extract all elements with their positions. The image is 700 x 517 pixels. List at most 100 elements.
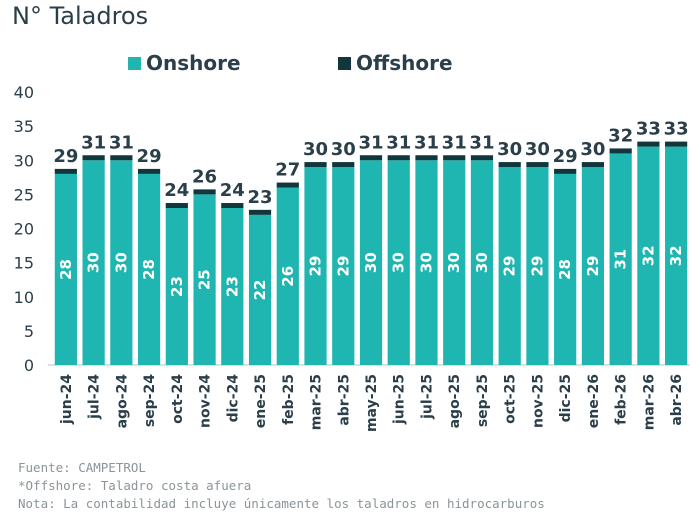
legend-label-onshore: Onshore: [146, 51, 241, 75]
x-tick-label: sep-24: [142, 374, 158, 427]
data-label-total: 30: [331, 139, 356, 160]
data-label-total: 26: [192, 166, 217, 187]
x-tick-label: abr-26: [669, 374, 685, 426]
x-tick-label: ene-26: [586, 374, 602, 428]
bar-offshore: [526, 162, 549, 168]
data-label-total: 23: [248, 187, 273, 208]
data-label-total: 31: [109, 132, 134, 153]
data-label-total: 30: [525, 139, 550, 160]
bar-onshore: [193, 194, 216, 365]
x-tick-label: may-25: [364, 374, 380, 432]
data-label-total: 31: [442, 132, 467, 153]
bar-onshore: [248, 214, 272, 365]
data-label-onshore: 23: [168, 276, 186, 297]
data-label-onshore: 29: [528, 256, 546, 277]
data-label-onshore: 25: [196, 269, 214, 290]
bar-onshore: [387, 160, 410, 365]
data-label-onshore: 28: [140, 259, 158, 280]
x-tick-label: mar-26: [641, 374, 657, 430]
bar-onshore: [609, 153, 632, 365]
bar-onshore: [110, 160, 133, 365]
bar-offshore: [637, 141, 660, 147]
legend-swatch-offshore: [338, 57, 351, 70]
bar-offshore: [82, 155, 105, 161]
x-tick-label: nov-25: [530, 374, 546, 428]
y-tick-label: 40: [14, 83, 34, 102]
bar-offshore: [665, 141, 688, 147]
footnote-offshore: *Offshore: Taladro costa afuera: [18, 478, 252, 493]
x-tick-label: jun-24: [59, 374, 75, 425]
data-label-onshore: 30: [445, 252, 463, 273]
data-label-total: 30: [303, 139, 328, 160]
bar-onshore: [526, 167, 549, 365]
data-label-onshore: 31: [612, 249, 630, 270]
data-label-onshore: 30: [390, 252, 408, 273]
data-label-total: 31: [469, 132, 494, 153]
bar-onshore: [304, 167, 327, 365]
data-label-onshore: 30: [362, 252, 380, 273]
bar-offshore: [415, 155, 438, 161]
bar-onshore: [581, 167, 605, 365]
y-tick-label: 35: [14, 117, 34, 136]
y-tick-label: 30: [14, 151, 34, 170]
data-label-onshore: 30: [473, 252, 491, 273]
x-tick-label: dic-24: [225, 374, 241, 423]
legend-label-offshore: Offshore: [356, 51, 453, 75]
data-label-total: 27: [275, 160, 300, 181]
bar-onshore: [137, 173, 161, 365]
bar-offshore: [470, 155, 494, 161]
bar-offshore: [387, 155, 410, 161]
x-tick-label: abr-25: [336, 374, 352, 426]
x-tick-label: dic-25: [558, 374, 574, 422]
y-tick-label: 5: [24, 322, 34, 341]
y-axis: 0 5 10 15 20 25 30 35 40: [14, 83, 690, 375]
bar-offshore: [110, 155, 133, 161]
data-label-total: 31: [414, 132, 439, 153]
data-label-onshore: 23: [223, 276, 241, 297]
bar-onshore: [637, 146, 660, 365]
x-tick-label: ago-25: [447, 374, 463, 428]
data-label-total: 24: [220, 180, 245, 201]
data-label-total: 31: [358, 132, 383, 153]
bar-offshore: [332, 162, 355, 168]
data-label-onshore: 28: [57, 259, 75, 280]
bars: 2829303130312829232425262324222326272930…: [53, 119, 689, 365]
data-label-onshore: 29: [334, 256, 352, 277]
bar-onshore: [359, 160, 383, 365]
chart-title: N° Taladros: [12, 2, 149, 30]
data-label-onshore: 30: [417, 252, 435, 273]
bar-onshore: [54, 173, 77, 365]
data-label-onshore: 32: [667, 245, 685, 266]
bar-onshore: [443, 160, 466, 365]
legend: Onshore Offshore: [128, 51, 453, 75]
x-tick-label: nov-24: [198, 374, 214, 428]
data-label-total: 33: [664, 119, 689, 140]
data-label-total: 24: [164, 180, 189, 201]
bar-onshore: [415, 160, 438, 365]
x-tick-label: ene-25: [253, 374, 269, 428]
bar-onshore: [332, 167, 355, 365]
bar-offshore: [609, 148, 632, 154]
x-tick-label: jun-25: [392, 374, 408, 425]
y-tick-label: 10: [14, 288, 34, 307]
bar-offshore: [137, 168, 161, 174]
data-label-total: 30: [497, 139, 522, 160]
bar-onshore: [665, 146, 688, 365]
x-tick-label: mar-25: [309, 374, 325, 430]
bar-onshore: [165, 208, 188, 365]
x-tick-label: ago-24: [114, 374, 130, 429]
bar-offshore: [193, 189, 216, 195]
bar-offshore: [443, 155, 466, 161]
data-label-total: 29: [553, 146, 578, 167]
data-label-onshore: 30: [112, 252, 130, 273]
legend-swatch-onshore: [128, 57, 141, 70]
data-label-onshore: 30: [85, 252, 103, 273]
data-label-onshore: 32: [639, 245, 657, 266]
bar-offshore: [359, 155, 383, 161]
bar-onshore: [470, 160, 494, 365]
x-tick-label: sep-25: [475, 374, 491, 427]
data-label-onshore: 29: [501, 256, 519, 277]
x-tick-label: jul-24: [87, 374, 103, 420]
bar-offshore: [498, 162, 521, 168]
data-label-onshore: 26: [279, 266, 297, 287]
